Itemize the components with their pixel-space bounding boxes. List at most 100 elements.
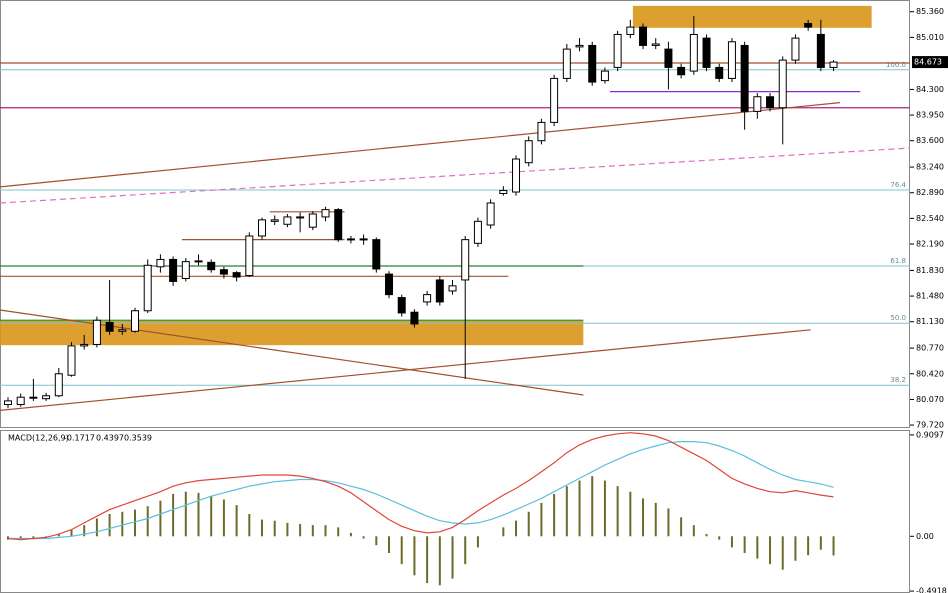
fib-label: 50.0 xyxy=(890,314,906,322)
candle-body xyxy=(359,238,368,241)
candle-body xyxy=(702,37,711,68)
price-panel xyxy=(0,0,910,428)
y-tick-label: 79.720 xyxy=(916,421,944,430)
candle-body xyxy=(169,258,178,282)
price-layer: 100.0 76.4 61.8 50.0 38.2 85.360 85.010 84.300 8… xyxy=(0,5,948,430)
candle-body xyxy=(80,343,89,347)
candle-body xyxy=(54,373,63,397)
candle-body xyxy=(29,396,38,399)
candle-body xyxy=(626,26,635,35)
candle-body xyxy=(423,294,432,303)
candle-body xyxy=(245,235,254,277)
y-tick-label: 83.600 xyxy=(916,136,944,145)
last-price-label: 84.673 xyxy=(914,58,942,67)
candle-body xyxy=(689,33,698,72)
candle-body xyxy=(283,216,292,225)
fib-label: 38.2 xyxy=(890,376,906,384)
macd-value: 0.4397 xyxy=(96,434,124,443)
y-tick-label: 83.950 xyxy=(916,111,944,120)
candle-body xyxy=(143,264,152,312)
candle-body xyxy=(207,261,216,271)
candle-body xyxy=(270,219,279,222)
fib-label: 61.8 xyxy=(890,257,906,265)
candle-body xyxy=(435,279,444,303)
candle-body xyxy=(296,216,305,219)
candle-body xyxy=(651,43,660,46)
candle-body xyxy=(219,269,228,275)
y-tick-label: 80.770 xyxy=(916,344,944,353)
y-tick-label: 0.00 xyxy=(916,532,934,541)
candle-body xyxy=(258,219,267,237)
candle-body xyxy=(118,329,127,332)
candle-body xyxy=(613,33,622,68)
candle-body xyxy=(664,48,673,68)
trendline xyxy=(0,329,811,412)
candle-body xyxy=(131,310,140,332)
candle-body xyxy=(727,41,736,79)
y-tick-label: 84.300 xyxy=(916,85,944,94)
candle-body xyxy=(740,44,749,112)
candle-body xyxy=(232,272,241,278)
candle-body xyxy=(550,77,559,123)
candle-body xyxy=(92,319,101,345)
candle-body xyxy=(308,213,317,228)
candle-body xyxy=(321,209,330,218)
candle-body xyxy=(16,396,25,406)
macd-line xyxy=(7,432,834,541)
candle-body xyxy=(499,190,508,194)
candle-body xyxy=(346,238,355,241)
candle-body xyxy=(473,220,482,244)
candle-body xyxy=(562,48,571,79)
macd-title: MACD(12,26,9) xyxy=(8,434,69,443)
candle-body xyxy=(181,261,190,279)
candle-body xyxy=(194,260,203,263)
candle-body xyxy=(156,258,165,268)
candle-body xyxy=(397,297,406,314)
candle-body xyxy=(791,37,800,61)
candle-body xyxy=(372,239,381,270)
candle-body xyxy=(486,202,495,226)
candle-body xyxy=(105,321,114,332)
candle-body xyxy=(588,44,597,83)
y-tick-label: 80.070 xyxy=(916,395,944,404)
candle-body xyxy=(715,66,724,79)
y-tick-label: 82.540 xyxy=(916,214,944,223)
candle-body xyxy=(677,66,686,76)
macd-value: 0.3539 xyxy=(124,434,152,443)
candle-body xyxy=(639,26,648,46)
candle-body xyxy=(575,44,584,48)
fib-label: 76.4 xyxy=(890,181,906,189)
trendline xyxy=(0,147,911,204)
candle-body xyxy=(816,33,825,68)
y-tick-label: 85.010 xyxy=(916,33,944,42)
y-tick-label: 83.240 xyxy=(916,163,944,172)
y-tick-label: 0.9097 xyxy=(916,430,944,439)
candle-body xyxy=(461,239,470,281)
y-tick-label: 80.420 xyxy=(916,369,944,378)
zone xyxy=(632,5,872,28)
candle-body xyxy=(804,22,813,28)
y-tick-label: 81.480 xyxy=(916,292,944,301)
y-tick-label: 81.130 xyxy=(916,317,944,326)
candle-body xyxy=(4,400,12,406)
candle-body xyxy=(334,209,343,241)
trendline xyxy=(0,102,840,188)
candle-body xyxy=(410,311,419,325)
candle-body xyxy=(448,285,457,292)
y-tick-label: 82.890 xyxy=(916,188,944,197)
last-price-box xyxy=(912,56,948,69)
candle-body xyxy=(537,121,546,142)
y-tick-label: 85.360 xyxy=(916,7,944,16)
candle-body xyxy=(778,59,787,109)
y-tick-label: 81.830 xyxy=(916,266,944,275)
candle-body xyxy=(67,345,76,376)
candle-body xyxy=(42,395,51,400)
candle-body xyxy=(753,96,762,112)
y-tick-label: -0.4918 xyxy=(916,587,947,593)
candle-body xyxy=(829,61,838,68)
macd-value: -0.1717 xyxy=(64,434,95,443)
macd-line xyxy=(8,441,834,540)
y-tick-label: 82.190 xyxy=(916,240,944,249)
